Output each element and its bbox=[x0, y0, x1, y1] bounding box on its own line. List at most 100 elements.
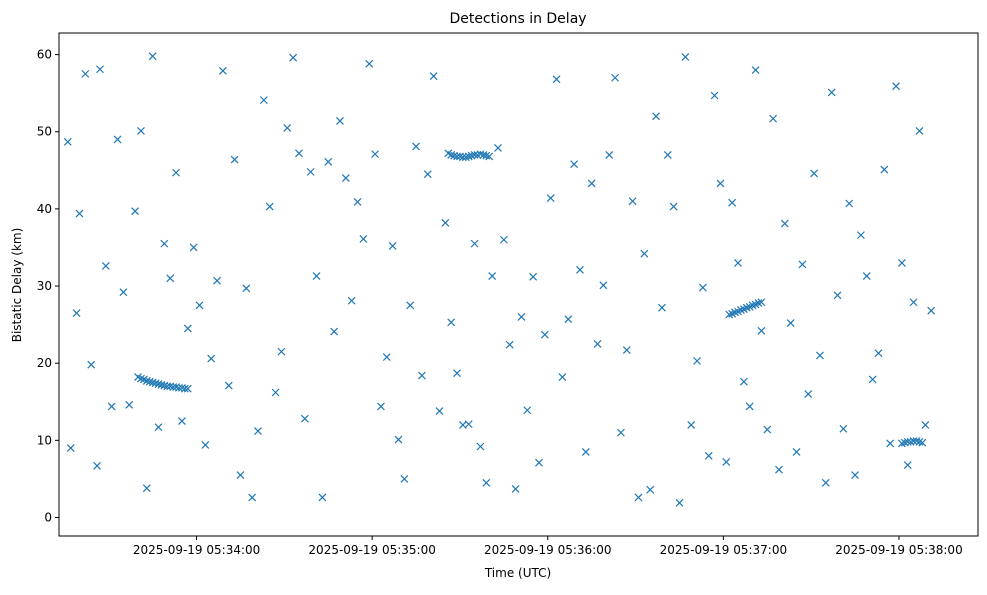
data-point-marker bbox=[482, 151, 491, 160]
data-point-marker bbox=[886, 439, 895, 448]
data-point-marker bbox=[587, 179, 596, 188]
data-point-marker bbox=[423, 170, 432, 179]
data-point-marker bbox=[517, 312, 526, 321]
data-point-marker bbox=[283, 123, 292, 132]
data-point-marker bbox=[151, 379, 160, 388]
data-point-marker bbox=[137, 374, 145, 383]
y-tick-label: 0 bbox=[44, 510, 52, 524]
data-point-marker bbox=[101, 262, 110, 270]
data-point-marker bbox=[810, 169, 819, 178]
data-point-marker bbox=[93, 461, 101, 470]
data-point-marker bbox=[324, 157, 333, 166]
data-point-marker bbox=[453, 369, 461, 378]
data-point-marker bbox=[710, 91, 719, 100]
data-point-marker bbox=[388, 242, 397, 250]
data-point-marker bbox=[201, 441, 210, 449]
data-point-marker bbox=[862, 272, 871, 280]
data-point-marker bbox=[704, 451, 713, 460]
data-point-marker bbox=[728, 198, 737, 207]
data-point-marker bbox=[63, 137, 72, 146]
data-point-marker bbox=[912, 437, 921, 446]
data-point-marker bbox=[857, 231, 865, 240]
data-point-marker bbox=[687, 420, 696, 429]
data-point-marker bbox=[157, 380, 166, 389]
data-point-marker bbox=[505, 340, 514, 349]
data-point-marker bbox=[318, 493, 327, 502]
data-point-marker bbox=[248, 493, 257, 502]
data-point-marker bbox=[552, 75, 561, 84]
data-point-marker bbox=[277, 347, 286, 356]
y-axis: 0 10 20 30 40 50 60 bbox=[37, 48, 59, 524]
data-point-marker bbox=[148, 378, 157, 387]
data-point-marker bbox=[725, 310, 734, 319]
x-axis: 2025-09-19 05:34:00 2025-09-19 05:35:00 20… bbox=[133, 536, 963, 557]
data-point-marker bbox=[75, 209, 84, 218]
data-point-marker bbox=[183, 324, 192, 333]
data-point-marker bbox=[295, 149, 303, 158]
data-point-marker bbox=[833, 291, 842, 300]
data-point-marker bbox=[476, 442, 485, 451]
data-point-marker bbox=[903, 461, 912, 469]
x-axis-label: Time (UTC) bbox=[484, 566, 551, 580]
data-point-marker bbox=[441, 218, 450, 227]
data-point-marker bbox=[599, 281, 608, 290]
data-point-marker bbox=[564, 315, 573, 324]
data-point-marker bbox=[693, 356, 701, 365]
data-point-marker bbox=[634, 493, 643, 502]
data-point-marker bbox=[347, 296, 356, 305]
data-point-marker bbox=[406, 301, 415, 310]
data-point-marker bbox=[236, 471, 245, 479]
data-point-marker bbox=[927, 306, 936, 315]
data-point-marker bbox=[669, 202, 678, 211]
data-point-marker bbox=[81, 69, 90, 78]
data-point-marker bbox=[511, 485, 520, 493]
data-point-marker bbox=[306, 167, 315, 176]
x-tick-label: 2025-09-19 05:34:00 bbox=[133, 543, 260, 557]
data-point-marker bbox=[148, 52, 157, 61]
data-point-marker bbox=[657, 303, 666, 312]
data-point-marker bbox=[107, 402, 116, 411]
data-point-marker bbox=[816, 351, 824, 360]
data-point-marker bbox=[87, 360, 96, 369]
data-point-marker bbox=[754, 299, 763, 307]
data-point-marker bbox=[499, 235, 508, 244]
data-point-marker bbox=[172, 168, 180, 177]
data-point-marker bbox=[464, 420, 473, 429]
data-point-marker bbox=[336, 117, 344, 125]
data-point-marker bbox=[535, 458, 543, 467]
data-point-marker bbox=[96, 65, 104, 74]
data-point-marker bbox=[915, 127, 924, 135]
data-point-marker bbox=[880, 165, 889, 174]
data-point-marker bbox=[804, 390, 813, 398]
x-tick-label: 2025-09-19 05:36:00 bbox=[484, 543, 611, 557]
data-point-marker bbox=[289, 53, 298, 62]
data-point-marker bbox=[470, 239, 479, 248]
data-point-marker bbox=[359, 235, 368, 243]
data-point-marker bbox=[745, 402, 754, 411]
data-point-marker bbox=[546, 194, 555, 203]
data-point-marker bbox=[769, 114, 778, 123]
data-point-marker bbox=[540, 330, 549, 339]
data-point-marker bbox=[254, 427, 262, 436]
data-point-marker bbox=[189, 243, 198, 252]
data-point-marker bbox=[330, 327, 339, 336]
data-point-marker bbox=[482, 478, 491, 487]
data-point-marker bbox=[605, 150, 614, 159]
data-point-marker bbox=[180, 384, 189, 393]
data-point-marker bbox=[183, 384, 192, 393]
data-point-marker bbox=[300, 414, 309, 423]
data-point-marker bbox=[353, 198, 362, 206]
data-point-marker bbox=[435, 407, 444, 415]
data-point-marker bbox=[213, 276, 221, 285]
data-point-marker bbox=[461, 153, 470, 162]
data-point-marker bbox=[737, 306, 745, 314]
chart-title: Detections in Delay bbox=[449, 11, 586, 27]
data-point-marker bbox=[145, 377, 154, 386]
data-point-marker bbox=[488, 272, 497, 280]
data-point-marker bbox=[394, 435, 403, 444]
data-point-marker bbox=[581, 447, 590, 456]
data-point-marker bbox=[757, 298, 766, 307]
